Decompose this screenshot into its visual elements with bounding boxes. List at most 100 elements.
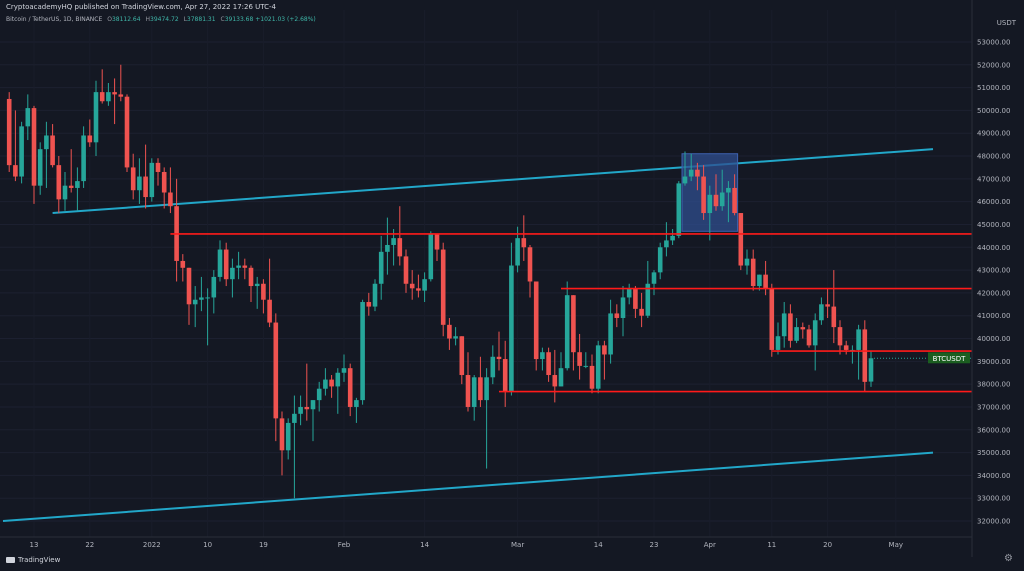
candle[interactable]: [409, 270, 415, 300]
candle[interactable]: [540, 347, 545, 371]
candle[interactable]: [744, 249, 750, 275]
candle[interactable]: [254, 276, 260, 309]
candle[interactable]: [298, 395, 303, 426]
candle[interactable]: [695, 162, 700, 191]
candle[interactable]: [527, 244, 533, 298]
candle[interactable]: [707, 185, 713, 241]
candle[interactable]: [453, 327, 458, 346]
candle[interactable]: [68, 149, 74, 193]
candle[interactable]: [230, 258, 235, 298]
candle[interactable]: [862, 320, 868, 391]
candle[interactable]: [639, 292, 644, 328]
candle[interactable]: [837, 320, 843, 355]
candle[interactable]: [205, 288, 210, 346]
candle[interactable]: [595, 340, 601, 394]
candle[interactable]: [577, 333, 582, 380]
candle[interactable]: [794, 317, 799, 344]
candle[interactable]: [440, 242, 446, 337]
candle[interactable]: [267, 258, 272, 328]
candle[interactable]: [137, 158, 142, 204]
channel-line[interactable]: [2, 451, 934, 523]
candle[interactable]: [422, 272, 427, 303]
candle[interactable]: [484, 368, 489, 469]
candle[interactable]: [19, 121, 24, 184]
candle[interactable]: [161, 167, 167, 209]
candle[interactable]: [6, 92, 12, 172]
candle[interactable]: [93, 80, 99, 157]
candle[interactable]: [341, 354, 347, 382]
candle[interactable]: [391, 229, 396, 266]
candle[interactable]: [186, 267, 192, 325]
candle[interactable]: [726, 181, 731, 223]
candle[interactable]: [496, 331, 502, 371]
candle[interactable]: [868, 350, 874, 387]
candle[interactable]: [99, 69, 105, 104]
price-axis[interactable]: 32000.00 33000.00 34000.00 35000.00 36000.00…: [971, 0, 1024, 571]
candle[interactable]: [75, 167, 80, 211]
candle[interactable]: [304, 363, 310, 421]
candle[interactable]: [657, 242, 663, 280]
candle[interactable]: [670, 229, 675, 245]
candle[interactable]: [471, 375, 477, 421]
candle[interactable]: [571, 295, 576, 371]
candle[interactable]: [292, 395, 297, 499]
candle[interactable]: [825, 288, 830, 318]
candle[interactable]: [347, 363, 353, 417]
candle[interactable]: [329, 375, 334, 398]
candle[interactable]: [819, 297, 824, 325]
candle[interactable]: [261, 279, 266, 314]
candle[interactable]: [465, 352, 471, 412]
candle[interactable]: [112, 78, 117, 125]
candle[interactable]: [354, 397, 359, 423]
candle[interactable]: [750, 249, 756, 291]
candle[interactable]: [521, 215, 527, 261]
candle[interactable]: [223, 242, 229, 287]
candle[interactable]: [843, 340, 849, 355]
candle[interactable]: [37, 142, 43, 195]
candle[interactable]: [645, 260, 651, 318]
candle[interactable]: [478, 356, 483, 407]
candle[interactable]: [738, 213, 744, 271]
candle[interactable]: [583, 352, 589, 369]
candle[interactable]: [360, 299, 365, 405]
candle[interactable]: [180, 254, 186, 282]
candle[interactable]: [378, 235, 384, 300]
time-axis[interactable]: 13 22 2022 10 19 Feb 14 Mar 14 23 Apr 11 20 May: [0, 536, 972, 549]
candle[interactable]: [620, 286, 626, 337]
candle[interactable]: [323, 368, 328, 396]
candle[interactable]: [788, 304, 793, 348]
candle[interactable]: [589, 354, 595, 394]
candle[interactable]: [236, 251, 241, 280]
candle[interactable]: [279, 411, 285, 476]
candle[interactable]: [149, 158, 155, 202]
candle[interactable]: [608, 299, 613, 364]
candle[interactable]: [106, 83, 111, 106]
candle[interactable]: [87, 119, 93, 147]
candle[interactable]: [633, 286, 638, 318]
candle[interactable]: [130, 153, 136, 200]
candle[interactable]: [211, 270, 217, 314]
symbol-tag[interactable]: [928, 352, 970, 364]
candle[interactable]: [155, 158, 161, 186]
candle[interactable]: [688, 153, 694, 182]
candle[interactable]: [781, 302, 787, 348]
candle[interactable]: [124, 94, 130, 172]
candles[interactable]: [6, 64, 874, 499]
candle[interactable]: [447, 317, 452, 350]
candle[interactable]: [44, 121, 49, 188]
candle[interactable]: [490, 345, 496, 385]
candle[interactable]: [372, 279, 378, 312]
candle[interactable]: [614, 304, 620, 328]
channel-lines[interactable]: [2, 148, 934, 523]
candle[interactable]: [366, 292, 372, 316]
candle[interactable]: [806, 324, 812, 348]
candle[interactable]: [719, 169, 725, 211]
candle[interactable]: [285, 418, 291, 460]
candle[interactable]: [831, 270, 837, 344]
candle[interactable]: [509, 242, 514, 396]
candle[interactable]: [546, 347, 551, 382]
candle[interactable]: [25, 94, 31, 141]
candle[interactable]: [682, 151, 688, 186]
candle[interactable]: [50, 124, 55, 168]
